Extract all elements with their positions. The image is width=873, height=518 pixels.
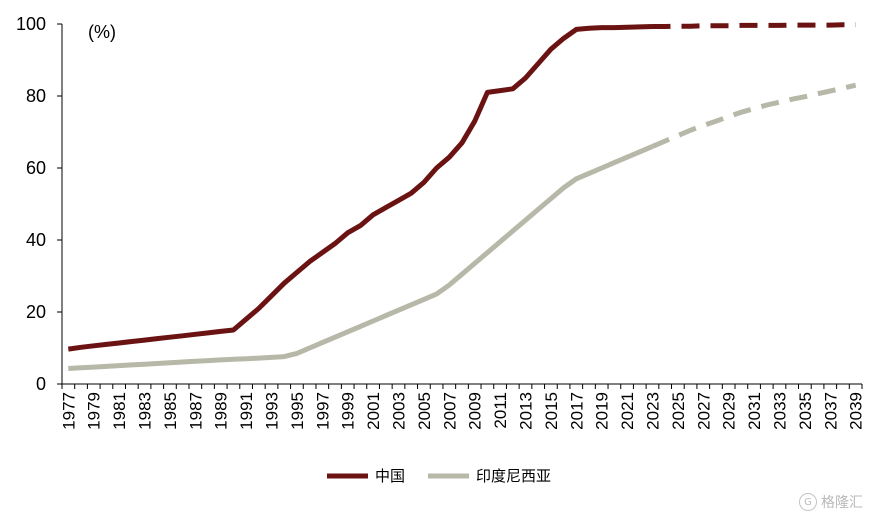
x-tick-label: 2023 [643, 392, 662, 430]
x-tick-label: 2003 [390, 392, 409, 430]
x-axis: 1977 1979 1981 1983 1985 1987 1989 1991 1993 1995… [59, 383, 866, 430]
x-tick-label: 2019 [593, 392, 612, 430]
legend-label-indonesia: 印度尼西亚 [476, 467, 551, 485]
x-tick-label: 1995 [288, 392, 307, 430]
x-tick-label: 1981 [110, 392, 129, 430]
legend-label-china: 中国 [375, 467, 405, 485]
x-tick-label: 1985 [161, 392, 180, 430]
x-tick-label: 1983 [136, 392, 155, 430]
gelonghui-logo-icon: G [799, 493, 817, 511]
x-tick-label: 2015 [542, 392, 561, 430]
x-tick-label: 2029 [720, 392, 739, 430]
series-line-indonesia-actual [68, 144, 654, 371]
legend: 中国 印度尼西亚 [327, 467, 551, 485]
x-tick-label: 2039 [847, 392, 866, 430]
x-tick-label: 2027 [694, 392, 713, 430]
x-tick-label: 2021 [618, 392, 637, 430]
y-tick-label: 20 [26, 302, 46, 322]
x-tick-label: 1989 [212, 392, 231, 430]
x-tick-label: 2001 [364, 392, 383, 430]
x-tick-label: 1979 [85, 392, 104, 430]
y-tick-label: 100 [16, 14, 46, 34]
x-tick-label: 1997 [313, 392, 332, 430]
x-tick-label: 2017 [567, 392, 586, 430]
x-tick-label: 2035 [796, 392, 815, 430]
unit-label: (%) [88, 22, 116, 42]
x-tick-label: 1999 [339, 392, 358, 430]
x-tick-label: 1987 [186, 392, 205, 430]
x-tick-label: 2013 [516, 392, 535, 430]
y-tick-label: 0 [36, 374, 46, 394]
watermark: G 格隆汇 [799, 492, 863, 512]
x-tick-label: 2007 [440, 392, 459, 430]
x-tick-label: 2031 [745, 392, 764, 430]
y-tick-label: 60 [26, 158, 46, 178]
x-tick-label: 1993 [263, 392, 282, 430]
series-lines [67, 22, 857, 371]
series-line-china-actual [67, 24, 653, 352]
x-tick-label: 2033 [770, 392, 789, 430]
series-line-indonesia-forecast [651, 82, 857, 149]
x-tick-label: 1977 [59, 392, 78, 430]
y-tick-label: 40 [26, 230, 46, 250]
x-tick-label: 2037 [821, 392, 840, 430]
x-tick-label: 2009 [466, 392, 485, 430]
series-line-china-forecast [652, 22, 856, 29]
watermark-text: 格隆汇 [821, 495, 863, 511]
x-tick-label: 2011 [491, 392, 510, 429]
y-axis: 0 20 40 60 80 100 [16, 14, 63, 394]
y-tick-label: 80 [26, 86, 46, 106]
x-tick-label: 2025 [669, 392, 688, 430]
x-tick-label: 1991 [237, 392, 256, 430]
x-tick-label: 2005 [415, 392, 434, 430]
